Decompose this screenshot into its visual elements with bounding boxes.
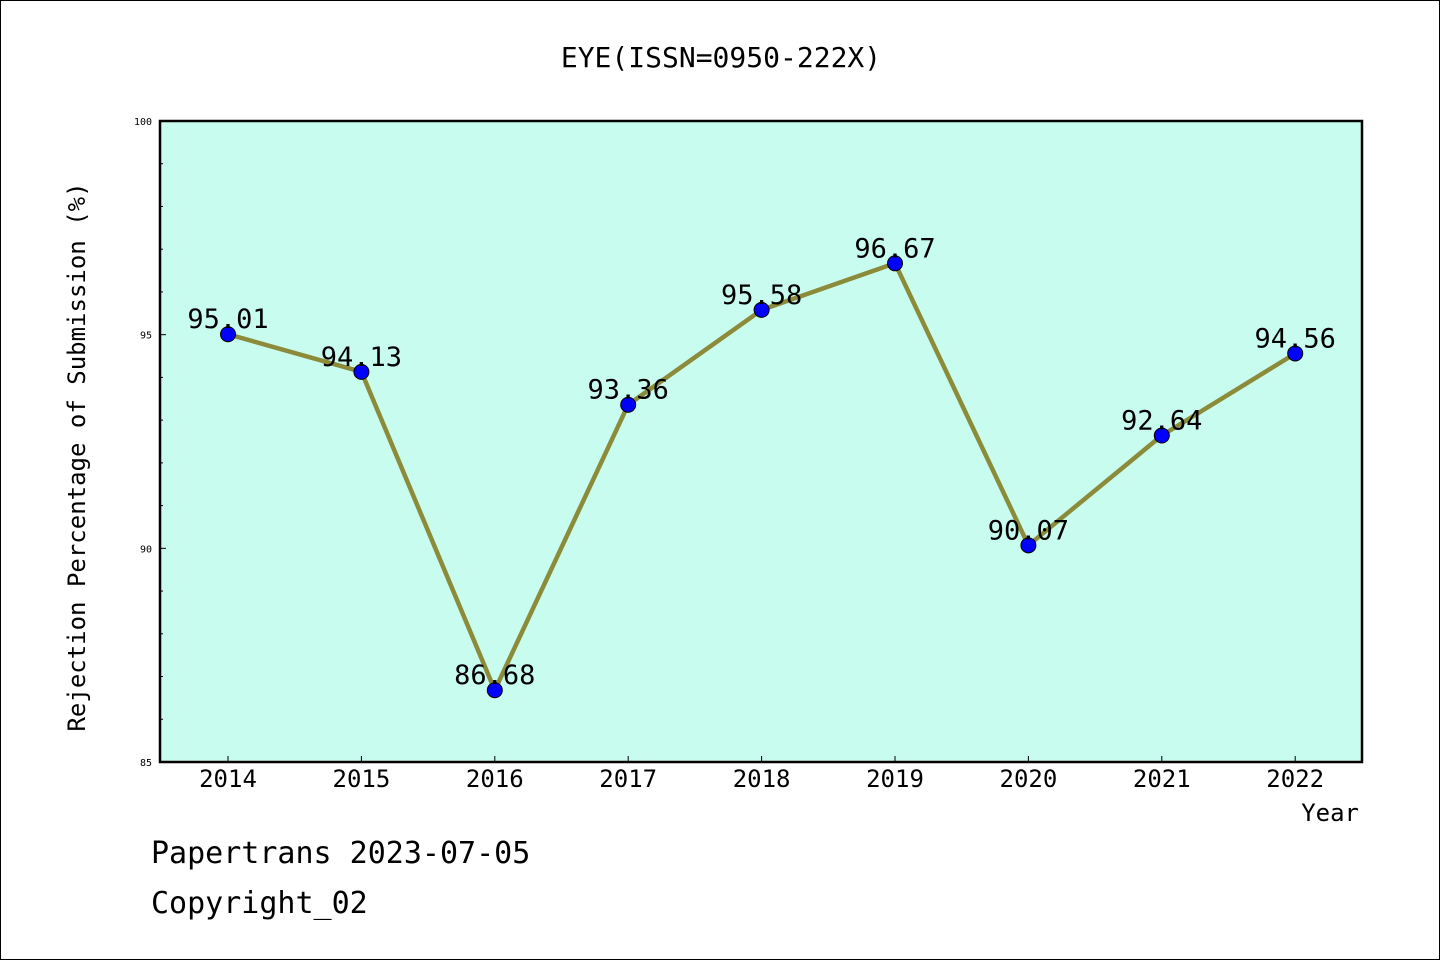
- chart-title: EYE(ISSN=0950-222X): [561, 41, 881, 74]
- y-tick-label: 90: [140, 544, 152, 555]
- series-markers: [220, 255, 1304, 699]
- data-label: 96.67: [854, 233, 935, 264]
- x-axis: 2014 2015 2016 2017 2018 2019 2020 2021 2022: [199, 756, 1324, 793]
- data-point: [1020, 537, 1037, 554]
- x-tick-label: 2016: [466, 765, 524, 793]
- data-label: 86.68: [454, 660, 535, 691]
- data-label: 93.36: [588, 375, 669, 406]
- x-tick-label: 2022: [1266, 765, 1324, 793]
- x-tick-label: 2014: [199, 765, 257, 793]
- x-axis-label: Year: [1301, 799, 1359, 827]
- data-label: 94.56: [1255, 323, 1336, 354]
- y-tick-label: 95: [140, 331, 152, 342]
- footer-date: Papertrans 2023-07-05: [151, 836, 531, 871]
- y-tick-label: 100: [134, 117, 152, 128]
- data-point: [353, 363, 370, 380]
- data-labels: 95.01 94.13 86.68 93.36 95.58 96.67 90.07 92.64…: [187, 233, 1335, 691]
- x-tick-label: 2018: [733, 765, 791, 793]
- data-point: [220, 326, 236, 343]
- x-tick-label: 2017: [599, 765, 657, 793]
- x-tick-label: 2021: [1133, 765, 1191, 793]
- data-point: [620, 396, 637, 413]
- data-point: [753, 301, 770, 318]
- data-point: [887, 255, 903, 272]
- plot-area: [158, 119, 1364, 764]
- x-tick-label: 2019: [866, 765, 924, 793]
- x-tick-label: 2020: [1000, 765, 1058, 793]
- footer-copyright: Copyright_02: [151, 886, 368, 921]
- data-label: 92.64: [1121, 406, 1202, 437]
- data-point: [486, 682, 503, 699]
- data-label: 95.58: [721, 280, 802, 311]
- y-axis: 85 90 95 100: [134, 117, 166, 769]
- data-label: 94.13: [321, 342, 402, 373]
- data-point: [1287, 345, 1304, 362]
- data-label: 90.07: [988, 515, 1069, 546]
- y-axis-label: Rejection Percentage of Submission (%): [63, 182, 91, 731]
- data-label: 95.01: [187, 304, 268, 335]
- x-tick-label: 2015: [333, 765, 391, 793]
- data-point: [1153, 427, 1170, 444]
- y-tick-label: 85: [140, 758, 152, 769]
